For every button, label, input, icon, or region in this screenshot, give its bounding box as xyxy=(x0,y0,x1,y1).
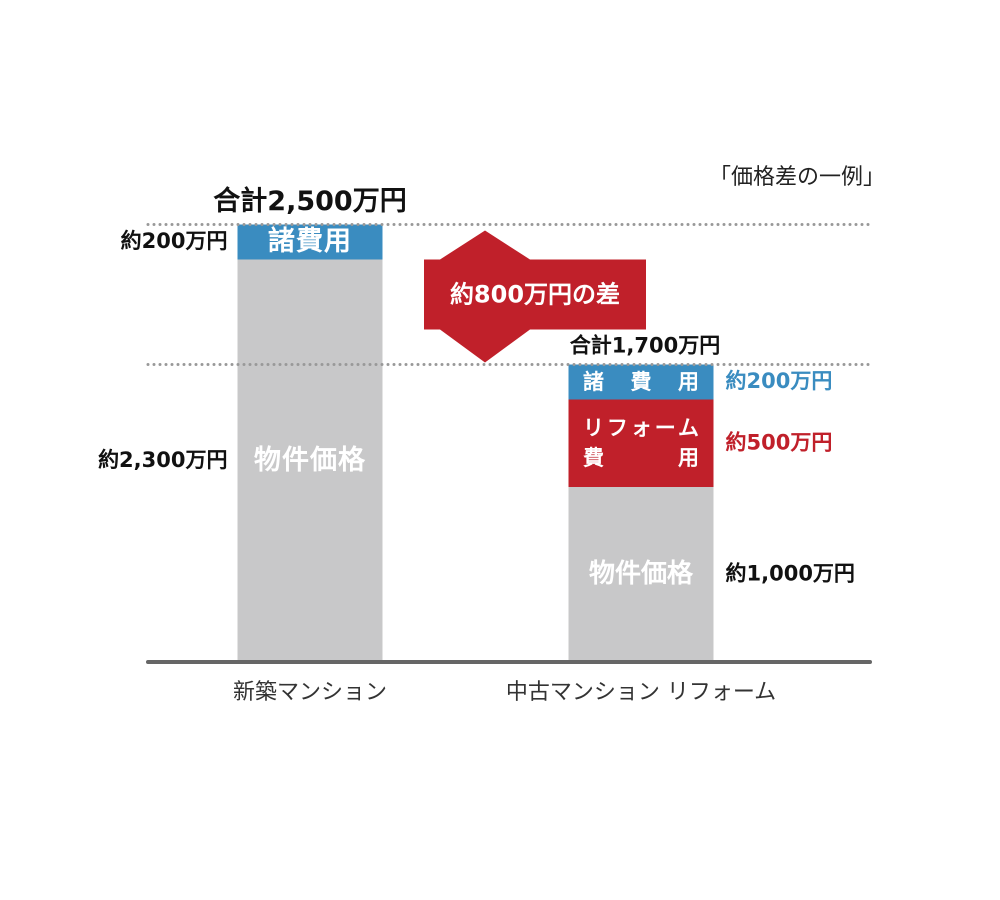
value-label: 約500万円 xyxy=(726,430,833,454)
chart-title: 「価格差の一例」 xyxy=(709,165,885,190)
value-label: 約200万円 xyxy=(726,369,833,393)
difference-box xyxy=(424,259,646,330)
value-label: 約2,300万円 xyxy=(98,448,227,472)
segment-name: 物件価格 xyxy=(569,487,714,662)
segment-name: リフォーム費用 xyxy=(569,400,714,488)
x-tick-label: 新築マンション xyxy=(233,680,387,705)
segment-name-text: リフォーム費用 xyxy=(583,415,699,471)
value-label: 約1,000万円 xyxy=(726,562,855,586)
bar-segment xyxy=(568,364,714,400)
x-tick-label: 中古マンション リフォーム xyxy=(506,680,776,705)
segment-name: 物件価格 xyxy=(238,260,383,663)
segment-name-text: 諸費用 xyxy=(583,369,699,394)
bar-segment xyxy=(237,224,383,260)
total-label: 合計2,500万円 xyxy=(213,185,406,217)
difference-label: 約800万円の差 xyxy=(450,281,620,309)
bar-segment xyxy=(568,487,714,662)
segment-name: 諸費用 xyxy=(238,225,383,260)
segment-name-text: 物件価格 xyxy=(588,558,693,589)
segment-name-text: 物件価格 xyxy=(254,445,366,477)
segment-name-text: 諸費用 xyxy=(268,226,352,258)
value-label: 約200万円 xyxy=(121,229,228,253)
segment-name: 諸費用 xyxy=(569,365,714,400)
total-label: 合計1,700万円 xyxy=(570,334,720,358)
bar-segment xyxy=(568,399,714,487)
bar-segment xyxy=(237,259,383,662)
